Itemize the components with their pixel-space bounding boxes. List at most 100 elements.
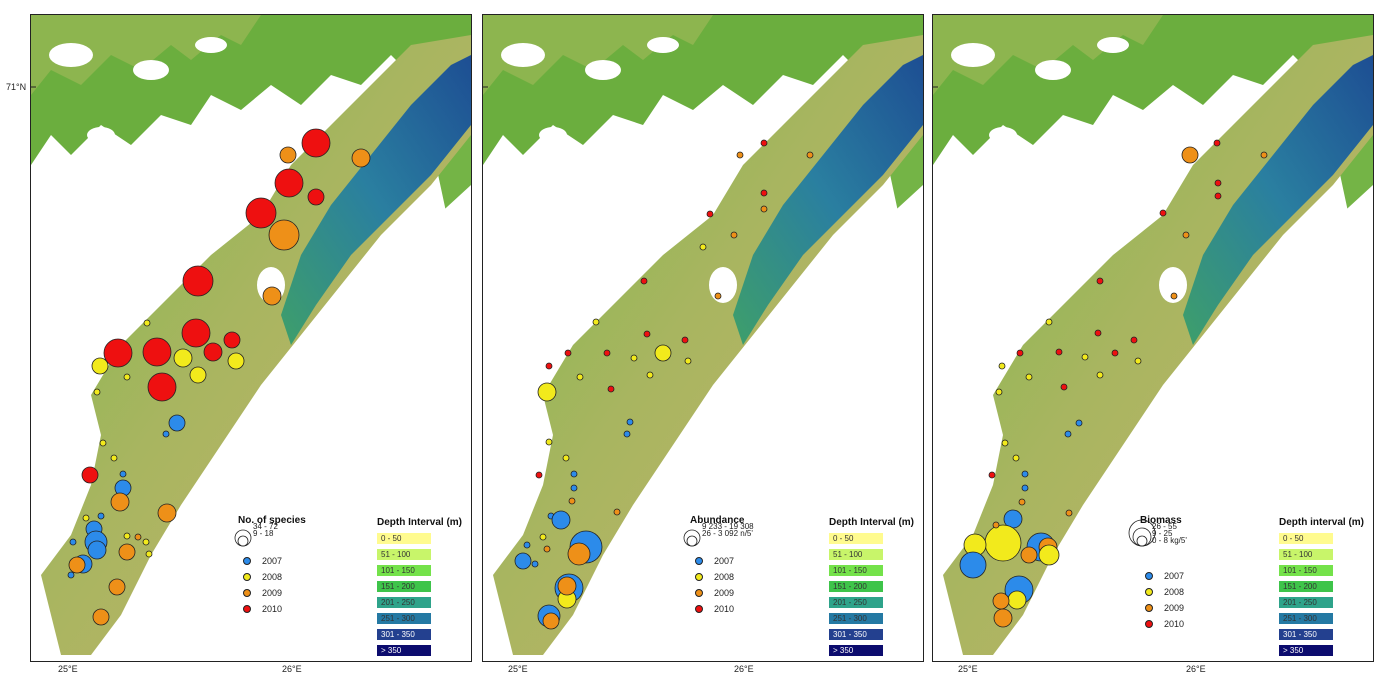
depth-swatch xyxy=(829,597,883,608)
station-bubble-2007 xyxy=(570,470,578,478)
map-panel-species: No. of species 34 - 72 9 - 18 2007 2008 2009 2… xyxy=(30,14,472,662)
station-bubble-2010 xyxy=(223,331,241,349)
station-bubble-2010 xyxy=(1096,277,1104,285)
station-bubble-2009 xyxy=(1260,151,1268,159)
year-swatch-2007 xyxy=(695,557,703,565)
station-bubble-2008 xyxy=(537,382,557,402)
bathymetry-map xyxy=(31,15,471,661)
depth-swatch xyxy=(377,613,431,624)
station-bubble-2010 xyxy=(142,337,172,367)
year-label: 2009 xyxy=(1164,603,1185,613)
station-bubble-2010 xyxy=(1094,329,1102,337)
depth-interval-label: 151 - 200 xyxy=(381,582,415,591)
depth-interval-label: 0 - 50 xyxy=(381,534,402,543)
bathymetry-map xyxy=(933,15,1373,661)
year-swatch-2008 xyxy=(243,573,251,581)
year-label: 2009 xyxy=(714,588,735,598)
size-class-circle xyxy=(237,535,249,547)
station-bubble-2007 xyxy=(531,560,539,568)
station-bubble-2009 xyxy=(110,492,130,512)
depth-legend-title: Depth Interval (m) xyxy=(377,517,463,528)
station-bubble-2008 xyxy=(123,532,131,540)
station-bubble-2008 xyxy=(1081,353,1089,361)
station-bubble-2010 xyxy=(103,338,133,368)
size-class-label: 26 - 55 xyxy=(1152,522,1177,531)
station-bubble-2010 xyxy=(203,342,223,362)
station-bubble-2010 xyxy=(274,168,304,198)
bathymetry-map xyxy=(483,15,923,661)
map-panel-biomass: Biomass 26 - 55 9 - 25 0 - 8 kg/5' 2007 2008 2… xyxy=(932,14,1374,662)
station-bubble-2008 xyxy=(576,373,584,381)
depth-swatch xyxy=(1279,629,1333,640)
year-label: 2010 xyxy=(1164,619,1185,629)
station-bubble-2008 xyxy=(646,371,654,379)
year-label: 2010 xyxy=(714,604,735,614)
station-bubble-2010 xyxy=(1130,336,1138,344)
station-bubble-2009 xyxy=(118,543,136,561)
depth-interval-label: 51 - 100 xyxy=(381,550,411,559)
station-bubble-2009 xyxy=(68,556,86,574)
station-bubble-2008 xyxy=(110,454,118,462)
station-bubble-2010 xyxy=(760,139,768,147)
station-bubble-2008 xyxy=(142,538,150,546)
station-bubble-2010 xyxy=(1111,349,1119,357)
year-label: 2008 xyxy=(714,572,735,582)
year-label: 2007 xyxy=(714,556,735,566)
station-bubble-2008 xyxy=(123,373,131,381)
station-bubble-2007 xyxy=(959,551,987,579)
station-bubble-2007 xyxy=(97,512,105,520)
size-class-label: 9 - 18 xyxy=(253,529,274,538)
station-bubble-2008 xyxy=(99,439,107,447)
depth-swatch xyxy=(1279,533,1333,544)
station-bubble-2010 xyxy=(1159,209,1167,217)
station-bubble-2007 xyxy=(162,430,170,438)
depth-swatch xyxy=(829,613,883,624)
station-bubble-2009 xyxy=(736,151,744,159)
depth-interval-label: 51 - 100 xyxy=(1283,550,1313,559)
lon-label-26-p2: 26°E xyxy=(734,664,754,674)
depth-interval-label: > 350 xyxy=(833,646,854,655)
lon-label-26-p1: 26°E xyxy=(282,664,302,674)
depth-interval-label: 301 - 350 xyxy=(381,630,415,639)
station-bubble-2010 xyxy=(1055,348,1063,356)
depth-interval-label: 151 - 200 xyxy=(1283,582,1317,591)
depth-interval-label: 0 - 50 xyxy=(1283,534,1304,543)
station-bubble-2007 xyxy=(1021,484,1029,492)
station-bubble-2009 xyxy=(108,578,126,596)
station-bubble-2009 xyxy=(1018,498,1026,506)
station-bubble-2008 xyxy=(684,357,692,365)
year-swatch-2009 xyxy=(1145,604,1153,612)
station-bubble-2009 xyxy=(1182,231,1190,239)
station-bubble-2008 xyxy=(995,388,1003,396)
station-bubble-2009 xyxy=(542,612,560,630)
station-bubble-2009 xyxy=(567,542,591,566)
station-bubble-2009 xyxy=(1181,146,1199,164)
depth-swatch xyxy=(377,645,431,656)
station-bubble-2007 xyxy=(1075,419,1083,427)
station-bubble-2010 xyxy=(607,385,615,393)
year-label: 2009 xyxy=(262,588,283,598)
station-bubble-2009 xyxy=(714,292,722,300)
year-label: 2007 xyxy=(262,556,283,566)
station-bubble-2007 xyxy=(67,571,75,579)
depth-interval-label: 51 - 100 xyxy=(833,550,863,559)
station-bubble-2010 xyxy=(643,330,651,338)
year-swatch-2010 xyxy=(1145,620,1153,628)
bubble-legend-title: Abundance xyxy=(690,515,745,526)
depth-interval-label: > 350 xyxy=(1283,646,1304,655)
station-bubble-2009 xyxy=(760,205,768,213)
station-bubble-2008 xyxy=(143,319,151,327)
depth-swatch xyxy=(829,629,883,640)
depth-swatch xyxy=(829,549,883,560)
station-bubble-2008 xyxy=(1007,590,1027,610)
size-class-symbols xyxy=(1128,519,1156,547)
size-class-circle xyxy=(683,529,701,547)
station-bubble-2008 xyxy=(1096,371,1104,379)
lat-label: 71°N xyxy=(6,82,27,92)
depth-legend-title: Depth interval (m) xyxy=(1279,517,1365,528)
year-swatch-2007 xyxy=(1145,572,1153,580)
station-bubble-2007 xyxy=(626,418,634,426)
lon-label-25-p1: 25°E xyxy=(58,664,78,674)
station-bubble-2009 xyxy=(568,497,576,505)
year-label: 2007 xyxy=(1164,571,1185,581)
